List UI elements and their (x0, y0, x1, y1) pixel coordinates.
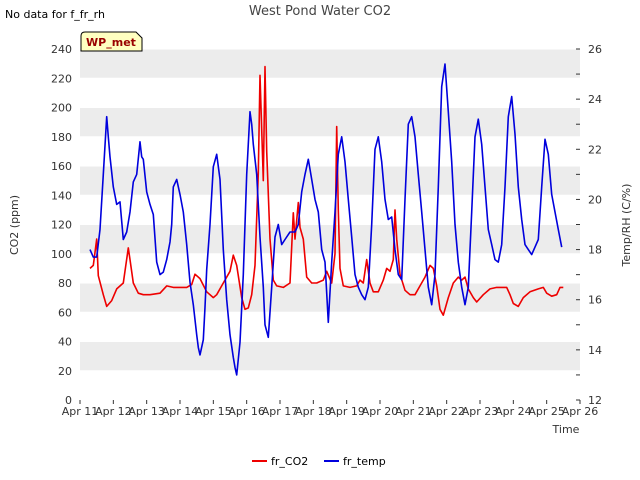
y-left-tick-label: 240 (51, 43, 72, 56)
x-tick-label: Apr 22 (428, 405, 465, 418)
chart-title: West Pond Water CO2 (249, 4, 391, 19)
y-left-tick-label: 100 (51, 248, 72, 261)
y-axis-right: 12 14 16 18 20 22 24 26 (576, 43, 602, 407)
y-right-tick-label: 24 (588, 93, 602, 106)
y-left-tick-label: 120 (51, 219, 72, 232)
x-tick-label: Apr 18 (295, 405, 332, 418)
grid-band (80, 107, 580, 137)
series-line-fr-temp (89, 63, 563, 376)
y-left-tick-label: 40 (58, 336, 72, 349)
no-data-note: No data for f_fr_rh (5, 8, 105, 21)
y-right-tick-label: 12 (588, 394, 602, 407)
grid-bands (80, 48, 580, 401)
badge-label: WP_met (86, 36, 136, 49)
x-tick-label: Apr 11 (62, 405, 99, 418)
x-tick-label: Apr 25 (528, 405, 565, 418)
y-left-tick-label: 200 (51, 102, 72, 115)
y-right-tick-label: 26 (588, 43, 602, 56)
y-left-tick-label: 180 (51, 131, 72, 144)
x-tick-label: Apr 16 (228, 405, 265, 418)
y-left-tick-label: 160 (51, 160, 72, 173)
x-axis-label: Time (552, 423, 580, 436)
grid-band (80, 49, 580, 79)
x-tick-label: Apr 21 (395, 405, 432, 418)
y-axis-left-label: CO2 (ppm) (8, 195, 21, 255)
x-tick-label: Apr 19 (328, 405, 365, 418)
y-left-tick-label: 80 (58, 277, 72, 290)
x-tick-label: Apr 13 (128, 405, 165, 418)
y-axis-left: 0 20 40 60 80 100 120 140 160 180 200 220 240 (51, 43, 72, 407)
grid-band (80, 341, 580, 371)
x-tick-label: Apr 14 (162, 405, 199, 418)
grid-band (80, 224, 580, 254)
y-right-tick-label: 14 (588, 344, 602, 357)
y-right-tick-label: 20 (588, 193, 602, 206)
y-right-tick-label: 22 (588, 143, 602, 156)
x-tick-label: Apr 17 (262, 405, 299, 418)
y-left-tick-label: 60 (58, 306, 72, 319)
y-axis-right-label: Temp/RH (C/%) (620, 184, 633, 268)
legend: fr_CO2 fr_temp (252, 455, 386, 468)
y-left-tick-label: 0 (65, 394, 72, 407)
series-lines (89, 63, 564, 376)
x-tick-label: Apr 26 (562, 405, 599, 418)
series-line-fr-CO2 (89, 65, 564, 317)
x-tick-label: Apr 20 (362, 405, 399, 418)
y-left-tick-label: 20 (58, 365, 72, 378)
y-right-tick-label: 16 (588, 294, 602, 307)
legend-label-fr-co2: fr_CO2 (271, 455, 308, 468)
x-tick-label: Apr 23 (462, 405, 499, 418)
x-tick-label: Apr 15 (195, 405, 232, 418)
x-tick-label: Apr 12 (95, 405, 132, 418)
wp-met-badge: WP_met (80, 31, 143, 52)
grid-band (80, 166, 580, 196)
y-left-tick-label: 220 (51, 72, 72, 85)
y-left-tick-label: 140 (51, 189, 72, 202)
legend-label-fr-temp: fr_temp (343, 455, 386, 468)
y-right-tick-label: 18 (588, 244, 602, 257)
x-tick-label: Apr 24 (495, 405, 532, 418)
